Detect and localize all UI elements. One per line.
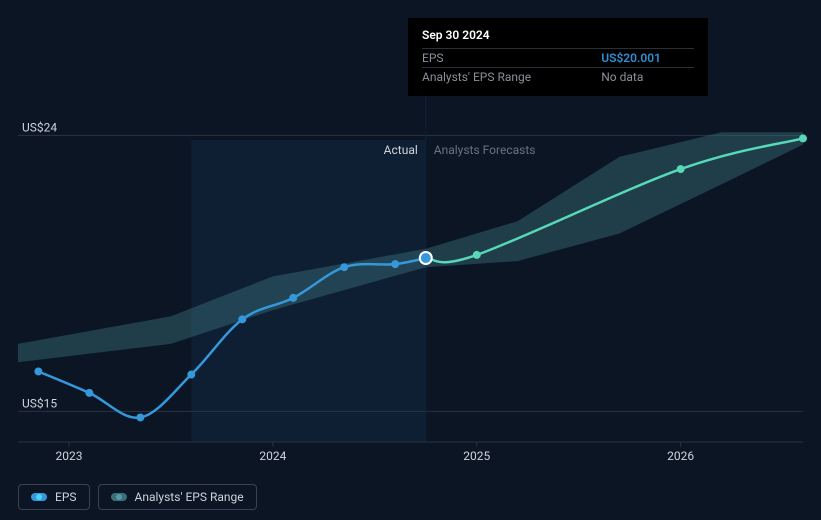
chart-container: US$15 US$24 Actual Analysts Forecasts 2023 20… bbox=[0, 0, 821, 520]
legend-swatch-icon bbox=[31, 493, 47, 501]
tooltip-row: Analysts' EPS Range No data bbox=[422, 68, 694, 87]
legend-label: EPS bbox=[55, 490, 77, 504]
tooltip-table: EPS US$20.001 Analysts' EPS Range No dat… bbox=[422, 48, 694, 86]
tooltip-row: EPS US$20.001 bbox=[422, 49, 694, 68]
chart-legend: EPS Analysts' EPS Range bbox=[18, 484, 257, 510]
svg-text:2024: 2024 bbox=[259, 449, 286, 463]
svg-text:2026: 2026 bbox=[667, 449, 694, 463]
svg-text:2023: 2023 bbox=[55, 449, 82, 463]
legend-label: Analysts' EPS Range bbox=[135, 490, 244, 504]
svg-text:Analysts Forecasts: Analysts Forecasts bbox=[434, 143, 536, 157]
tooltip-row-value: No data bbox=[571, 68, 694, 87]
svg-text:US$24: US$24 bbox=[22, 120, 57, 134]
legend-item-range[interactable]: Analysts' EPS Range bbox=[98, 484, 257, 510]
tooltip-row-label: Analysts' EPS Range bbox=[422, 68, 571, 87]
tooltip-row-label: EPS bbox=[422, 49, 571, 68]
svg-text:US$15: US$15 bbox=[22, 396, 57, 410]
tooltip-row-value: US$20.001 bbox=[571, 49, 694, 68]
legend-swatch-icon bbox=[111, 493, 127, 501]
svg-text:Actual: Actual bbox=[384, 143, 418, 157]
legend-item-eps[interactable]: EPS bbox=[18, 484, 90, 510]
svg-text:2025: 2025 bbox=[463, 449, 490, 463]
tooltip-title: Sep 30 2024 bbox=[422, 28, 694, 42]
chart-tooltip: Sep 30 2024 EPS US$20.001 Analysts' EPS … bbox=[408, 18, 708, 96]
